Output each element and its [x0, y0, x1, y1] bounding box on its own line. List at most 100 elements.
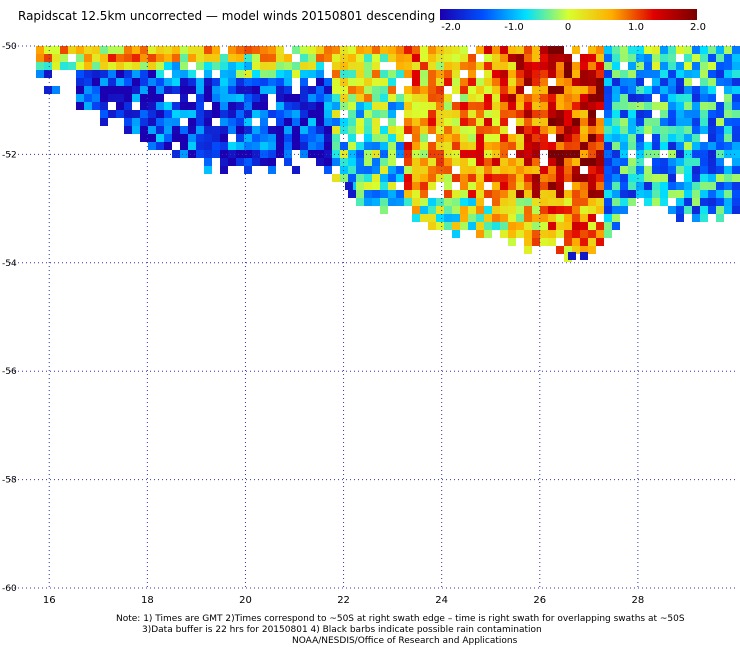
wind-cell [564, 238, 572, 246]
wind-cell [604, 70, 612, 78]
wind-cell [76, 86, 84, 94]
wind-cell [716, 158, 724, 166]
wind-cell [428, 126, 436, 134]
wind-cell [612, 198, 620, 206]
wind-cell [196, 126, 204, 134]
wind-cell [612, 182, 620, 190]
wind-cell [676, 110, 684, 118]
wind-cell [428, 166, 436, 174]
wind-cell [404, 166, 412, 174]
wind-cell [108, 54, 116, 62]
wind-cell [604, 94, 612, 102]
wind-cell [620, 142, 628, 150]
wind-cell [532, 174, 540, 182]
wind-cell [356, 70, 364, 78]
wind-cell [316, 102, 324, 110]
wind-cell [428, 150, 436, 158]
wind-cell [212, 78, 220, 86]
wind-cell [492, 150, 500, 158]
wind-cell [468, 150, 476, 158]
wind-cell [308, 70, 316, 78]
map-title: Rapidscat 12.5km uncorrected — model win… [18, 9, 436, 23]
wind-cell [548, 174, 556, 182]
wind-cell [628, 70, 636, 78]
wind-cell [308, 46, 316, 54]
wind-cell [508, 238, 516, 246]
wind-cell [700, 78, 708, 86]
wind-cell [116, 62, 124, 70]
wind-cell [572, 86, 580, 94]
wind-cell [548, 142, 556, 150]
wind-cell [404, 150, 412, 158]
wind-cell [260, 62, 268, 70]
wind-cell [508, 78, 516, 86]
wind-cell [612, 94, 620, 102]
wind-cell [500, 142, 508, 150]
wind-cell [332, 86, 340, 94]
wind-cell [708, 142, 716, 150]
wind-cell [572, 62, 580, 70]
wind-cell [564, 230, 572, 238]
wind-cell [684, 142, 692, 150]
wind-cell [716, 214, 724, 222]
wind-cell [388, 110, 396, 118]
wind-cell [452, 222, 460, 230]
wind-cell [500, 86, 508, 94]
wind-cell [636, 54, 644, 62]
wind-cell [476, 118, 484, 126]
wind-cell [156, 134, 164, 142]
wind-cell [412, 110, 420, 118]
wind-cell [356, 150, 364, 158]
wind-cell [372, 102, 380, 110]
wind-cell [92, 54, 100, 62]
wind-cell [228, 70, 236, 78]
wind-cell [716, 166, 724, 174]
wind-cell [572, 182, 580, 190]
wind-cell [484, 142, 492, 150]
wind-cell [180, 134, 188, 142]
wind-cell [476, 62, 484, 70]
wind-cell [732, 150, 740, 158]
wind-cell [500, 214, 508, 222]
wind-cell [660, 94, 668, 102]
wind-cell [588, 230, 596, 238]
wind-cell [300, 142, 308, 150]
wind-cell [564, 62, 572, 70]
wind-cell [428, 206, 436, 214]
wind-cell [388, 166, 396, 174]
wind-cell [180, 86, 188, 94]
wind-cell [540, 142, 548, 150]
wind-cell [124, 118, 132, 126]
wind-cell [284, 70, 292, 78]
wind-cell [84, 86, 92, 94]
wind-cell [524, 206, 532, 214]
wind-cell [36, 70, 44, 78]
wind-cell [668, 94, 676, 102]
wind-cell [228, 62, 236, 70]
wind-cell [236, 46, 244, 54]
wind-cell [140, 94, 148, 102]
wind-cell [508, 158, 516, 166]
wind-cell [500, 150, 508, 158]
wind-cell [588, 46, 596, 54]
wind-cell [476, 214, 484, 222]
wind-cell [460, 62, 468, 70]
wind-cell [692, 134, 700, 142]
wind-cell [188, 126, 196, 134]
wind-cell [604, 206, 612, 214]
wind-cell [604, 110, 612, 118]
wind-cell [492, 222, 500, 230]
wind-cell [532, 150, 540, 158]
wind-cell [236, 86, 244, 94]
wind-cell [444, 198, 452, 206]
wind-cell [452, 198, 460, 206]
wind-cell [188, 118, 196, 126]
wind-cell [580, 110, 588, 118]
wind-cell [460, 118, 468, 126]
wind-cell [604, 198, 612, 206]
wind-cell [676, 214, 684, 222]
wind-cell [652, 62, 660, 70]
wind-cell [356, 198, 364, 206]
wind-cell [524, 70, 532, 78]
wind-cell [556, 198, 564, 206]
